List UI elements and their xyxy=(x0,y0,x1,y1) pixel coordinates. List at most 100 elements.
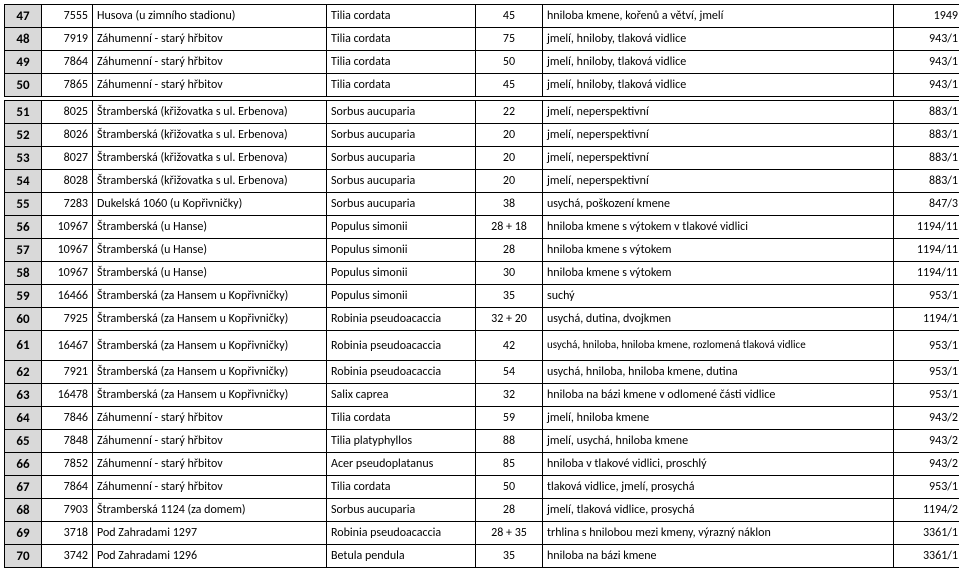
table-row: 487919Záhumenní - starý hřbitovTilia cor… xyxy=(5,28,959,51)
row-index: 51 xyxy=(5,101,42,124)
parcel-code: 1194/11 xyxy=(894,262,959,285)
table-row: 497864Záhumenní - starý hřbitovTilia cor… xyxy=(5,51,959,74)
species: Sorbus aucuparia xyxy=(327,499,476,522)
species: Robinia pseudoacaccia xyxy=(327,361,476,384)
species: Salix caprea xyxy=(327,384,476,407)
species: Populus simonii xyxy=(327,239,476,262)
value: 28 xyxy=(476,239,543,262)
value: 35 xyxy=(476,285,543,308)
tree-id: 8026 xyxy=(42,124,93,147)
location: Štramberská (křižovatka s ul. Erbenova) xyxy=(93,170,327,193)
location: Husova (u zimního stadionu) xyxy=(93,5,327,28)
value: 32 + 20 xyxy=(476,308,543,331)
parcel-code: 943/2 xyxy=(894,430,959,453)
species: Populus simonii xyxy=(327,285,476,308)
table-row: 687903Štramberská 1124 (za domem)Sorbus … xyxy=(5,499,959,522)
value: 28 + 18 xyxy=(476,216,543,239)
tree-id: 10967 xyxy=(42,216,93,239)
parcel-code: 943/1 xyxy=(894,74,959,97)
table-row: 6316478Štramberská (za Hansem u Kopřivni… xyxy=(5,384,959,407)
table-row: 703742Pod Zahradami 1296Betula pendula35… xyxy=(5,545,959,568)
note: trhlina s hnilobou mezi kmeny, výrazný n… xyxy=(543,522,894,545)
parcel-code: 883/1 xyxy=(894,170,959,193)
value: 50 xyxy=(476,476,543,499)
value: 28 xyxy=(476,499,543,522)
species: Sorbus aucuparia xyxy=(327,170,476,193)
note: usychá, hniloba, hniloba kmene, dutina xyxy=(543,361,894,384)
row-index: 62 xyxy=(5,361,42,384)
parcel-code: 3361/1 xyxy=(894,522,959,545)
tree-id: 7852 xyxy=(42,453,93,476)
location: Pod Zahradami 1296 xyxy=(93,545,327,568)
row-index: 58 xyxy=(5,262,42,285)
value: 85 xyxy=(476,453,543,476)
value: 32 xyxy=(476,384,543,407)
row-index: 66 xyxy=(5,453,42,476)
table-row: 5710967Štramberská (u Hanse)Populus simo… xyxy=(5,239,959,262)
parcel-code: 1949 xyxy=(894,5,959,28)
table-row: 667852Záhumenní - starý hřbitovAcer pseu… xyxy=(5,453,959,476)
location: Záhumenní - starý hřbitov xyxy=(93,476,327,499)
species: Robinia pseudoacaccia xyxy=(327,522,476,545)
row-index: 68 xyxy=(5,499,42,522)
row-index: 69 xyxy=(5,522,42,545)
row-index: 59 xyxy=(5,285,42,308)
row-index: 57 xyxy=(5,239,42,262)
note: usychá, hniloba, hniloba kmene, rozlomen… xyxy=(543,331,894,361)
table-row: 693718Pod Zahradami 1297Robinia pseudoac… xyxy=(5,522,959,545)
note: jmelí, neperspektivní xyxy=(543,101,894,124)
location: Pod Zahradami 1297 xyxy=(93,522,327,545)
location: Záhumenní - starý hřbitov xyxy=(93,51,327,74)
note: suchý xyxy=(543,285,894,308)
tree-table: 477555Husova (u zimního stadionu)Tilia c… xyxy=(4,4,959,568)
location: Štramberská (křižovatka s ul. Erbenova) xyxy=(93,147,327,170)
value: 20 xyxy=(476,147,543,170)
row-index: 48 xyxy=(5,28,42,51)
species: Populus simonii xyxy=(327,262,476,285)
parcel-code: 943/2 xyxy=(894,453,959,476)
species: Tilia cordata xyxy=(327,74,476,97)
tree-id: 16466 xyxy=(42,285,93,308)
tree-id: 7925 xyxy=(42,308,93,331)
table-row: 548028Štramberská (křižovatka s ul. Erbe… xyxy=(5,170,959,193)
row-index: 47 xyxy=(5,5,42,28)
note: hniloba kmene s výtokem xyxy=(543,262,894,285)
location: Štramberská (křižovatka s ul. Erbenova) xyxy=(93,101,327,124)
tree-id: 8025 xyxy=(42,101,93,124)
row-index: 63 xyxy=(5,384,42,407)
row-index: 60 xyxy=(5,308,42,331)
species: Acer pseudoplatanus xyxy=(327,453,476,476)
value: 88 xyxy=(476,430,543,453)
note: hniloba na bázi kmene xyxy=(543,545,894,568)
parcel-code: 1194/2 xyxy=(894,499,959,522)
table-row: 647846Záhumenní - starý hřbitovTilia cor… xyxy=(5,407,959,430)
species: Tilia cordata xyxy=(327,28,476,51)
species: Robinia pseudoacaccia xyxy=(327,331,476,361)
tree-id: 7846 xyxy=(42,407,93,430)
species: Tilia platyphyllos xyxy=(327,430,476,453)
row-index: 56 xyxy=(5,216,42,239)
row-index: 64 xyxy=(5,407,42,430)
tree-id: 7919 xyxy=(42,28,93,51)
location: Štramberská (křižovatka s ul. Erbenova) xyxy=(93,124,327,147)
note: hniloba kmene, kořenů a větví, jmelí xyxy=(543,5,894,28)
species: Sorbus aucuparia xyxy=(327,147,476,170)
parcel-code: 883/1 xyxy=(894,101,959,124)
tree-id: 7555 xyxy=(42,5,93,28)
table-row: 5610967Štramberská (u Hanse)Populus simo… xyxy=(5,216,959,239)
location: Štramberská (u Hanse) xyxy=(93,216,327,239)
value: 54 xyxy=(476,361,543,384)
note: jmelí, hniloba kmene xyxy=(543,407,894,430)
note: jmelí, neperspektivní xyxy=(543,147,894,170)
table-row: 538027Štramberská (křižovatka s ul. Erbe… xyxy=(5,147,959,170)
value: 30 xyxy=(476,262,543,285)
row-index: 67 xyxy=(5,476,42,499)
tree-id: 16467 xyxy=(42,331,93,361)
tree-id: 8027 xyxy=(42,147,93,170)
tree-id: 7283 xyxy=(42,193,93,216)
species: Sorbus aucuparia xyxy=(327,124,476,147)
parcel-code: 883/1 xyxy=(894,147,959,170)
note: jmelí, hniloby, tlaková vidlice xyxy=(543,51,894,74)
parcel-code: 847/3 xyxy=(894,193,959,216)
tree-id: 8028 xyxy=(42,170,93,193)
